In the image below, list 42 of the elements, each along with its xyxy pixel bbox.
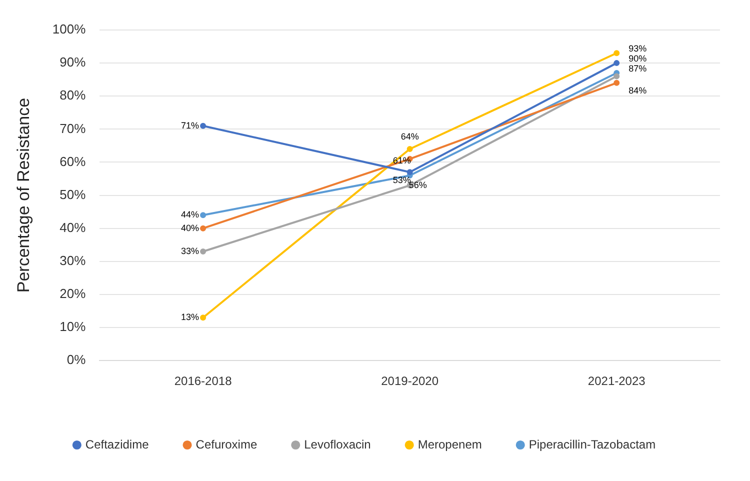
point bbox=[406, 146, 413, 152]
x-tick-label: 2019-2020 bbox=[381, 374, 439, 388]
y-tick-label: 0% bbox=[66, 352, 86, 368]
data-label: 64% bbox=[400, 132, 419, 142]
data-label: 40% bbox=[181, 222, 200, 233]
y-tick-label: 90% bbox=[60, 54, 86, 70]
legend-label: Piperacillin-Tazobactam bbox=[528, 437, 656, 452]
legend-label: Cefuroxime bbox=[196, 437, 258, 452]
point bbox=[200, 248, 206, 254]
point bbox=[614, 60, 620, 66]
y-tick-label: 60% bbox=[60, 154, 86, 169]
y-tick-label: 20% bbox=[60, 286, 86, 302]
data-label: 84% bbox=[628, 85, 647, 96]
legend-label: Ceftazidime bbox=[85, 437, 150, 452]
y-axis-title: Percentage of Resistance bbox=[14, 98, 33, 293]
data-label: 53% bbox=[392, 174, 411, 185]
y-tick-label: 10% bbox=[60, 319, 86, 334]
point bbox=[614, 50, 620, 56]
y-tick-label: 70% bbox=[60, 120, 86, 136]
point bbox=[614, 73, 620, 80]
point bbox=[614, 80, 620, 86]
data-label: 87% bbox=[628, 63, 647, 74]
x-tick-label: 2021-2023 bbox=[588, 374, 646, 388]
legend-label: Levofloxacin bbox=[304, 437, 371, 452]
legend-label: Meropenem bbox=[418, 437, 482, 452]
point bbox=[200, 225, 206, 232]
y-tick-label: 50% bbox=[60, 186, 86, 202]
y-tick-label: 40% bbox=[60, 220, 86, 235]
data-label: 93% bbox=[628, 44, 647, 54]
data-label: 33% bbox=[181, 246, 200, 256]
data-label: 13% bbox=[181, 312, 200, 322]
y-tick-label: 30% bbox=[60, 253, 86, 268]
data-label: 44% bbox=[181, 210, 200, 220]
point bbox=[200, 314, 206, 321]
y-tick-label: 100% bbox=[52, 22, 86, 37]
x-tick-label: 2016-2018 bbox=[174, 374, 232, 388]
point bbox=[200, 122, 206, 129]
point bbox=[406, 169, 413, 176]
y-tick-label: 80% bbox=[60, 88, 86, 103]
data-label: 71% bbox=[181, 120, 200, 130]
data-label: 90% bbox=[628, 54, 647, 64]
point bbox=[200, 212, 206, 218]
